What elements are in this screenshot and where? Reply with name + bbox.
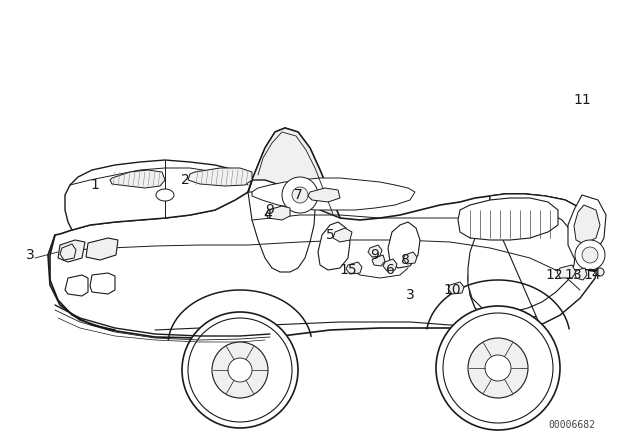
Circle shape — [292, 187, 308, 203]
Text: 14: 14 — [583, 268, 601, 282]
Circle shape — [443, 313, 553, 423]
Polygon shape — [65, 160, 252, 230]
Polygon shape — [65, 275, 88, 296]
Circle shape — [596, 268, 604, 276]
Polygon shape — [368, 245, 382, 257]
Polygon shape — [86, 238, 118, 260]
Text: 12: 12 — [545, 268, 563, 282]
Circle shape — [582, 247, 598, 263]
Text: 3: 3 — [406, 288, 414, 302]
Ellipse shape — [156, 189, 174, 201]
Text: 9: 9 — [371, 248, 380, 262]
Circle shape — [228, 358, 252, 382]
Text: 5: 5 — [326, 228, 334, 242]
Polygon shape — [248, 192, 315, 272]
Polygon shape — [372, 255, 385, 266]
Polygon shape — [346, 262, 362, 274]
Polygon shape — [90, 273, 115, 294]
Text: 8: 8 — [401, 253, 410, 267]
Polygon shape — [468, 194, 600, 325]
Text: 9: 9 — [266, 203, 275, 217]
Polygon shape — [403, 252, 417, 264]
Polygon shape — [383, 259, 397, 271]
Polygon shape — [557, 265, 576, 278]
Circle shape — [485, 355, 511, 381]
Text: 10: 10 — [443, 283, 461, 297]
Text: 4: 4 — [264, 208, 273, 222]
Circle shape — [282, 177, 318, 213]
Circle shape — [436, 306, 560, 430]
Text: 13: 13 — [564, 268, 582, 282]
Polygon shape — [58, 240, 85, 262]
Polygon shape — [568, 195, 606, 260]
Circle shape — [188, 318, 292, 422]
Polygon shape — [574, 205, 600, 244]
Text: 11: 11 — [573, 93, 591, 107]
Circle shape — [575, 240, 605, 270]
Polygon shape — [458, 198, 558, 240]
Text: 7: 7 — [294, 188, 302, 202]
Text: 6: 6 — [385, 263, 394, 277]
Polygon shape — [266, 206, 290, 220]
Text: 15: 15 — [339, 263, 357, 277]
Polygon shape — [110, 170, 165, 188]
Text: 2: 2 — [180, 173, 189, 187]
Polygon shape — [308, 188, 340, 202]
Circle shape — [212, 342, 268, 398]
Polygon shape — [188, 168, 252, 186]
Polygon shape — [468, 194, 598, 320]
Polygon shape — [575, 268, 587, 280]
Circle shape — [468, 338, 528, 398]
Polygon shape — [60, 244, 76, 260]
Polygon shape — [333, 228, 352, 242]
Polygon shape — [318, 222, 350, 270]
Polygon shape — [252, 178, 415, 210]
Circle shape — [182, 312, 298, 428]
Polygon shape — [48, 128, 600, 348]
Polygon shape — [252, 128, 340, 218]
Polygon shape — [448, 282, 464, 294]
Text: 3: 3 — [26, 248, 35, 262]
Polygon shape — [388, 222, 420, 268]
Text: 1: 1 — [91, 178, 99, 192]
Text: 00006682: 00006682 — [548, 420, 595, 430]
